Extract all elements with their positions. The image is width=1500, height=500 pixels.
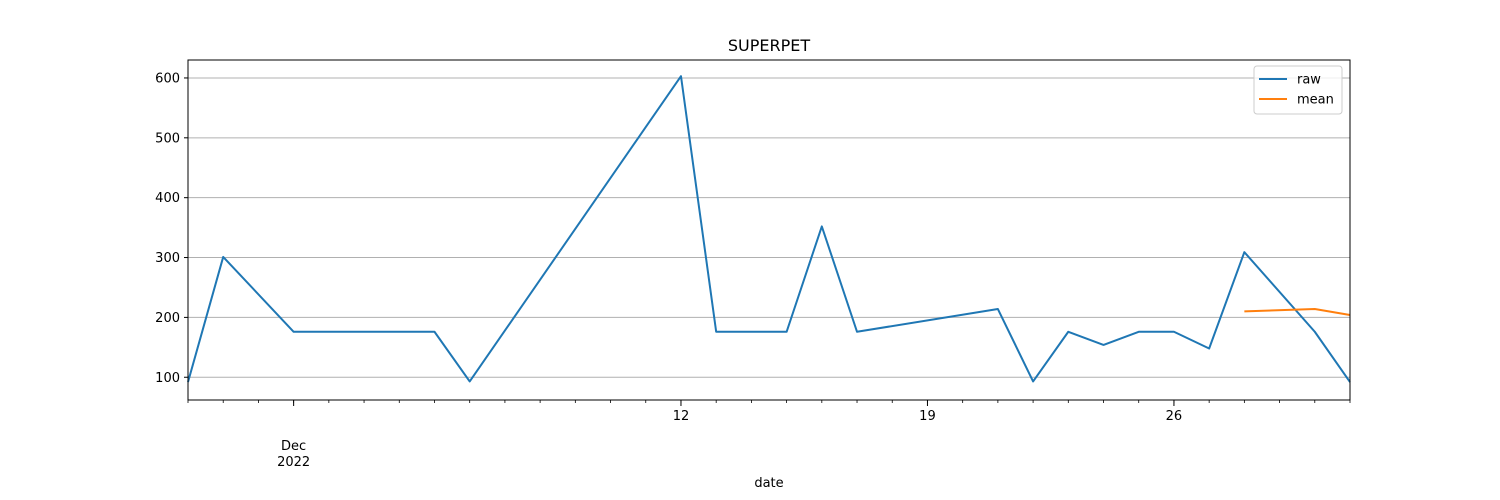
grid-lines: [188, 77, 1350, 378]
x-tick-label: Dec: [281, 439, 306, 454]
y-tick-label: 100: [155, 371, 180, 386]
series-line-raw: [187, 75, 1351, 383]
x-tick-label: 2022: [277, 455, 310, 470]
legend: raw mean: [1253, 65, 1343, 115]
y-tick-label: 300: [155, 251, 180, 266]
x-tick-label: 19: [919, 409, 936, 424]
series-line-mean: [1244, 308, 1351, 316]
x-tick-label: 26: [1166, 409, 1183, 424]
series-lines: [187, 75, 1351, 383]
y-tick-label: 400: [155, 191, 180, 206]
x-tick-label: 12: [673, 409, 690, 424]
y-tick-label: 200: [155, 311, 180, 326]
chart-title: SUPERPET: [728, 36, 811, 55]
plot-frame: [187, 59, 1351, 401]
y-tick-label: 500: [155, 131, 180, 146]
y-axis: 100 200 300 400 500 600: [155, 71, 188, 386]
legend-label: raw: [1297, 73, 1321, 88]
x-axis-label: date: [754, 476, 783, 491]
legend-label: mean: [1297, 93, 1334, 108]
y-tick-label: 600: [155, 71, 180, 86]
